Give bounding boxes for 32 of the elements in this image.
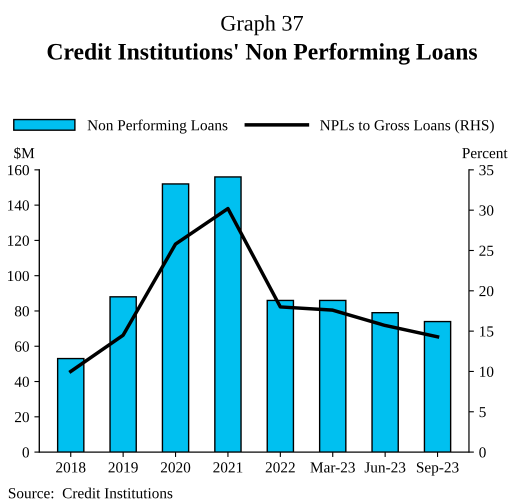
y-tick-label: 0 (22, 447, 29, 458)
y2-axis-title: Percent (462, 148, 508, 158)
y-tick-label: 80 (14, 306, 29, 316)
y-tick-label: 20 (14, 412, 29, 422)
y2-tick-label: 15 (480, 326, 494, 337)
y2-tick-label: 25 (479, 246, 494, 256)
y2-tick-label: 20 (479, 286, 494, 296)
x-tick-label: Mar-23 (310, 462, 355, 473)
legend-label: Non Performing Loans (88, 119, 228, 134)
legend-label: NPLs to Gross Loans (RHS) (320, 120, 494, 134)
y2-tick-label: 30 (479, 205, 494, 216)
x-tick-label: Sep-23 (416, 462, 459, 476)
x-tick-label: 2019 (108, 462, 138, 473)
y-tick-label: 120 (8, 236, 29, 246)
x-tick-label: 2021 (213, 462, 242, 473)
y-axis-title: $M (14, 147, 34, 160)
y-tick-label: 160 (8, 164, 29, 176)
y2-tick-label: 0 (479, 447, 486, 458)
y2-tick-label: 5 (480, 407, 486, 418)
x-tick-label: Jun-23 (364, 462, 406, 473)
x-tick-label: 2022 (266, 462, 295, 473)
x-tick-label: 2018 (56, 462, 86, 473)
source-note: Source: Credit Institutions (8, 488, 172, 498)
chart-title: Graph 37 (221, 15, 304, 36)
y-tick-label: 40 (14, 376, 29, 387)
y-tick-label: 140 (8, 200, 29, 211)
y-tick-label: 60 (14, 341, 29, 352)
y2-tick-label: 10 (480, 366, 494, 377)
x-tick-label: 2020 (160, 462, 190, 473)
y2-tick-label: 35 (479, 165, 494, 176)
y-tick-label: 100 (8, 270, 29, 282)
chart-subtitle: Credit Institutions' Non Performing Loans (48, 42, 478, 65)
